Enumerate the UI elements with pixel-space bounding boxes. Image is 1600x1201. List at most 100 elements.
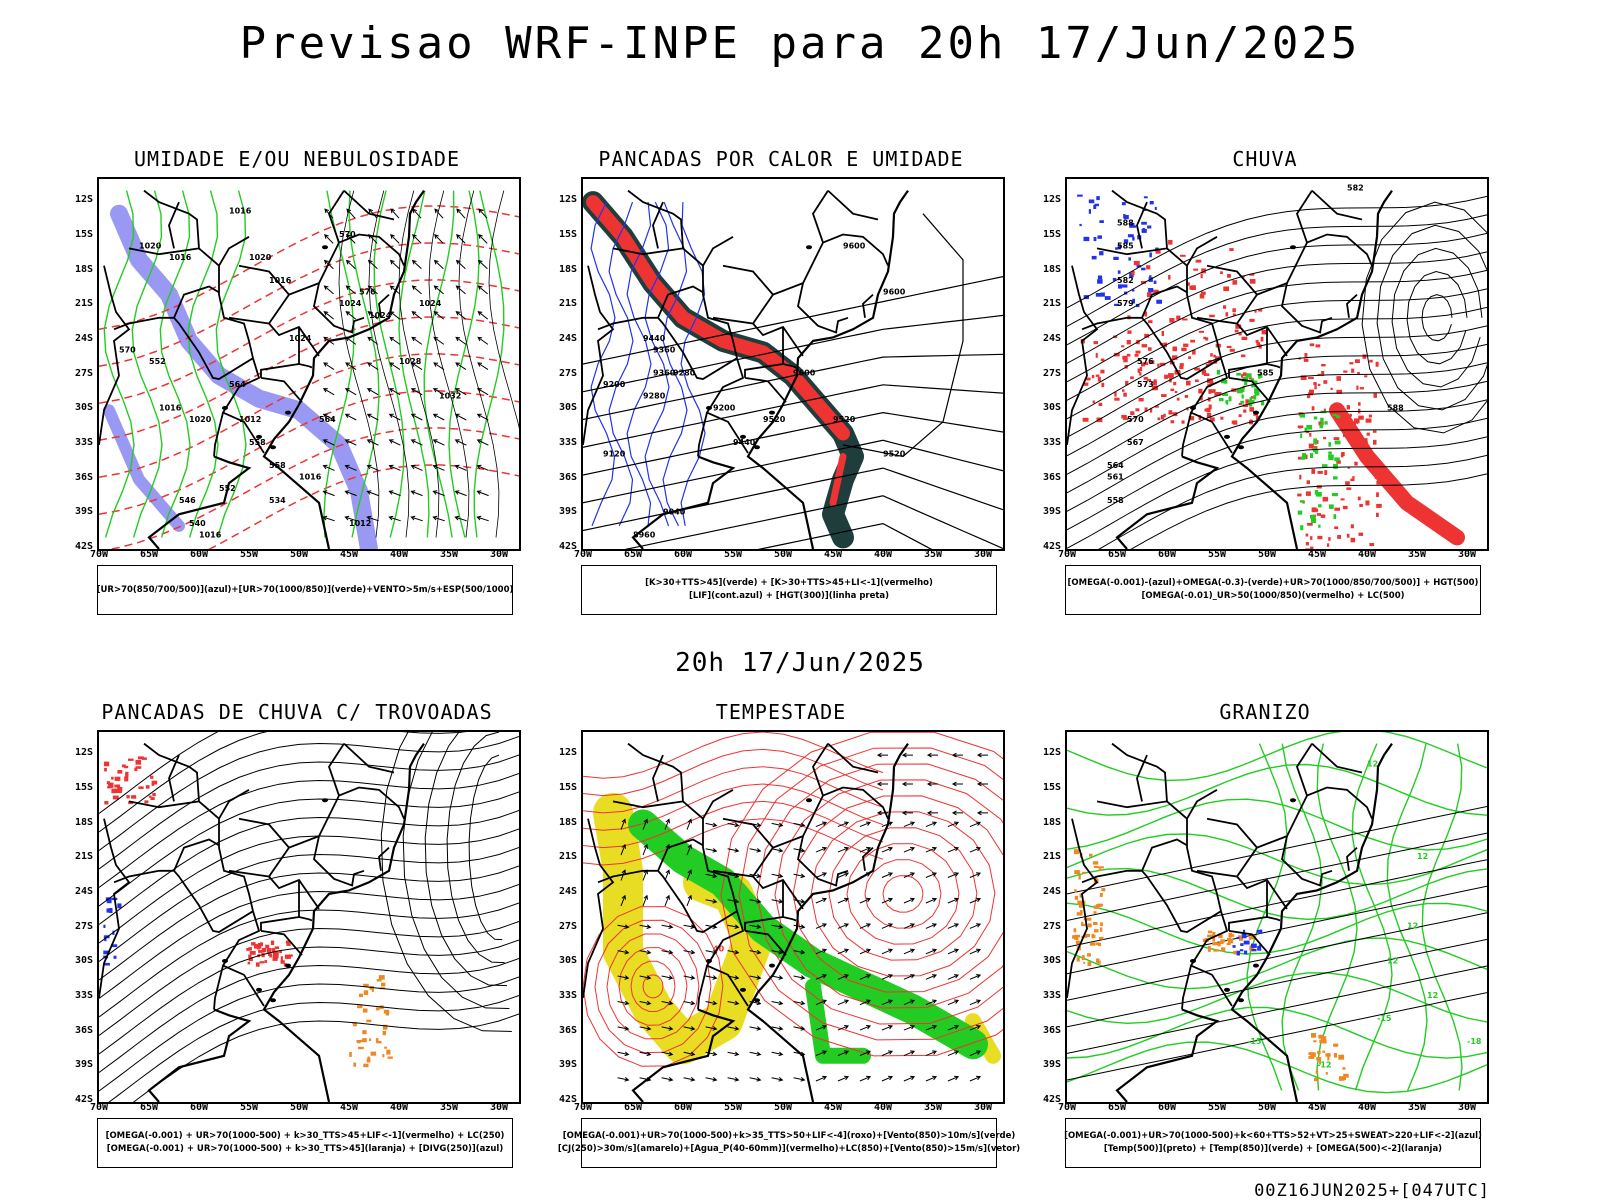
wind-vector [477,311,489,320]
forecast-time-label: 20h 17/Jun/2025 [675,648,925,678]
wind-vector [642,894,648,907]
border-line [99,265,131,446]
contour-label: 12 [1407,922,1418,931]
rain-red-patch [1227,274,1231,278]
rain-red-patch [1220,271,1223,274]
omega-green-patch [1258,374,1261,379]
wind-vector [388,515,401,522]
omega-orange-patch [1338,1054,1345,1060]
storm-orange-patch [352,1024,357,1027]
storm-orange-patch [366,1019,372,1023]
border-line [1181,412,1192,457]
contour-label: -15 [1247,1037,1262,1046]
wind-vector [411,362,423,371]
wind-vector [411,311,423,320]
map-tempestade[interactable]: 40 [581,730,1005,1104]
contour-label: 9280 [643,392,666,401]
omega-blue-patch [1147,225,1152,229]
lon-tick-label: 60W [1157,1102,1177,1113]
omega-orange-patch [1081,921,1084,927]
lat-tick-label: 18S [1042,263,1061,275]
omega-green-patch [1252,380,1258,384]
storm-red-patch [258,950,263,953]
contour-label: 576 [359,288,376,297]
rain-red-patch [1135,350,1141,354]
border-line [705,357,749,454]
lake-marker [769,410,775,415]
map-trovoadas[interactable] [97,730,521,1104]
wind-vector [617,1051,630,1057]
rain-red-patch [1206,407,1211,413]
wind-vector [639,924,652,929]
contour-label: 1012 [349,519,371,528]
map-granizo[interactable]: 12 12 12 12 12 -18 -15 -12 -15 [1065,730,1489,1104]
geopotential-contour [1067,195,1487,309]
rain-red-patch [1179,365,1184,370]
omega-orange-patch [1218,933,1223,939]
pressure-red-contour [864,859,942,929]
rain-red-patch [1210,389,1216,393]
map-chuva[interactable]: 588 585 582 579 576 573 570 567 564 561 558 588 585 5… [1065,177,1489,551]
border-line [1306,233,1373,267]
wind-vector [815,999,828,1006]
rain-red-patch [1188,356,1191,359]
contour-label: 1024 [419,299,442,308]
hail-blue-patch [1244,950,1248,955]
wind-vector [455,362,467,371]
pressure-red-contour [583,748,884,797]
wind-vector [903,1050,916,1057]
lake-marker [1253,410,1259,415]
panel-title: TEMPESTADE [715,700,847,724]
storm-red-patch [135,759,141,765]
storm-red-patch [137,756,144,760]
map-umidade[interactable]: 1016 1020 1016 1024 1024 1024 1028 1032 1024 1020… [97,177,521,551]
wind-vector [683,1077,696,1082]
hail-blue-patch [1241,933,1247,939]
lake-marker [1290,798,1296,803]
lat-tick-label: 27S [1042,367,1061,379]
panel-granizo: GRANIZO 12 12 12 12 12 -18 -15 -12 -15 [OMEGA(-0… [1015,700,1515,1190]
wind-vector [705,1000,718,1006]
wind-vector [859,974,872,980]
rain-red-patch [1365,500,1370,506]
thickness-contour [99,205,519,330]
storm-red-patch [150,797,155,800]
border-line [173,285,220,319]
storm-orange-patch [370,1051,377,1056]
rain-red-patch [1232,280,1238,285]
omega-orange-patch [1202,938,1209,942]
wind-vector [876,752,888,758]
storm-orange-patch [362,1038,367,1043]
wind-vector [389,259,400,270]
omega-orange-patch [1100,903,1103,907]
rain-red-patch [1144,333,1150,338]
rain-red-patch [1309,432,1312,437]
wind-vector [903,821,916,828]
map-pancadas-calor[interactable]: 9600 9600 9600 9520 9520 9440 9360 9280 9200 9120… [581,177,1005,551]
storm-red-patch [151,780,158,785]
contour-label: 540 [189,519,206,528]
contour-label: 1024 [339,299,362,308]
wind-vector [411,336,423,345]
rain-red-patch [1173,382,1177,386]
divergence-blue-patch [104,937,107,942]
storm-red-patch [251,942,256,946]
rain-red-patch [1369,359,1373,363]
wind-vector [322,439,335,446]
height-contour [583,467,1003,532]
lon-tick-label: 35W [923,549,943,560]
wind-vector [432,388,445,396]
border-line [351,869,365,886]
omega-blue-patch [1115,247,1118,250]
rain-red-patch [1140,281,1147,284]
hail-blue-patch [1232,945,1236,948]
omega-green-patch [1240,387,1245,392]
wind-vector [859,948,872,955]
legend-box: [UR>70(850/700/500)](azul)+[UR>70(1000/8… [97,565,513,615]
wind-vector [727,924,740,929]
wind-vector [639,975,652,980]
storm-red-patch [114,795,118,798]
wind-vector [477,285,488,295]
lon-tick-label: 55W [1207,549,1227,560]
rain-red-patch [1324,470,1328,475]
